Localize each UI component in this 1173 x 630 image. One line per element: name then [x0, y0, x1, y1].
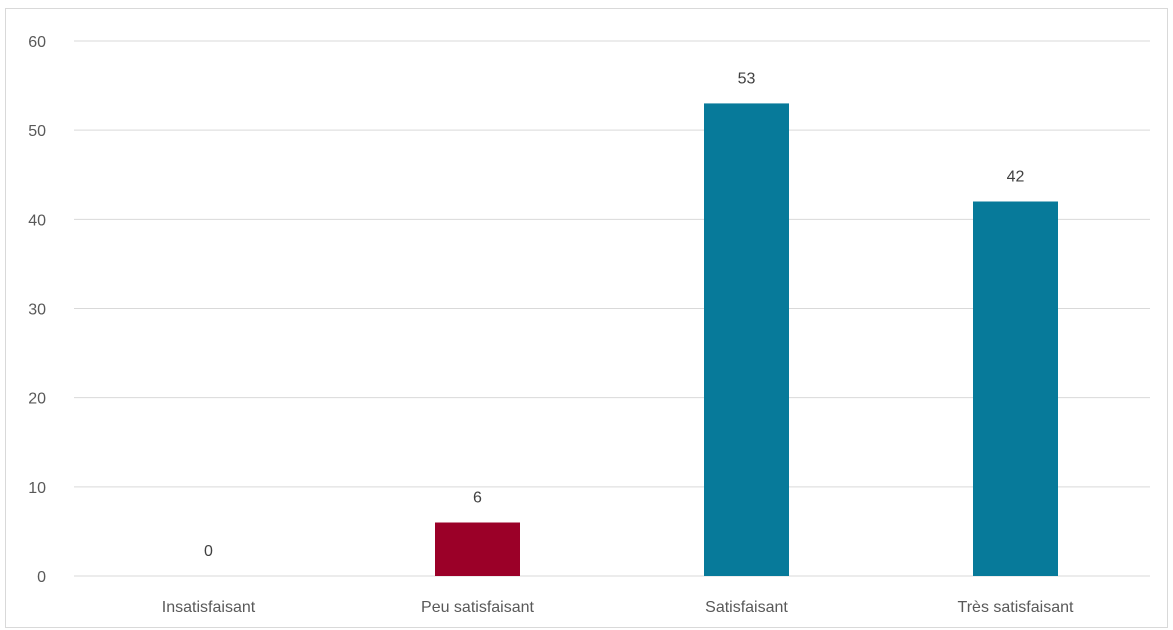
x-axis-tick-labels: Insatisfaisant Peu satisfaisant Satisfaisa…	[162, 599, 1074, 616]
x-tick-label: Peu satisfaisant	[421, 599, 535, 616]
y-tick-label: 0	[37, 569, 46, 586]
x-tick-label: Satisfaisant	[705, 599, 788, 616]
y-tick-label: 50	[28, 123, 46, 140]
data-label: 0	[204, 543, 213, 560]
x-tick-label: Insatisfaisant	[162, 599, 256, 616]
y-tick-label: 20	[28, 391, 46, 408]
y-tick-label: 30	[28, 302, 46, 319]
data-label: 53	[738, 70, 756, 87]
bar-peu-satisfaisant	[435, 522, 520, 576]
data-label: 6	[473, 490, 482, 507]
gridlines	[74, 40, 1150, 577]
x-tick-label: Très satisfaisant	[958, 599, 1074, 616]
bar-satisfaisant	[704, 103, 789, 577]
y-tick-label: 60	[28, 34, 46, 51]
y-tick-label: 40	[28, 212, 46, 229]
bars	[435, 103, 1058, 577]
y-tick-label: 10	[28, 480, 46, 497]
y-axis-tick-labels: 0 10 20 30 40 50 60	[28, 34, 46, 586]
data-label: 42	[1007, 169, 1025, 186]
bar-tr-s-satisfaisant	[973, 201, 1058, 576]
data-labels: 0 6 53 42	[204, 70, 1024, 560]
